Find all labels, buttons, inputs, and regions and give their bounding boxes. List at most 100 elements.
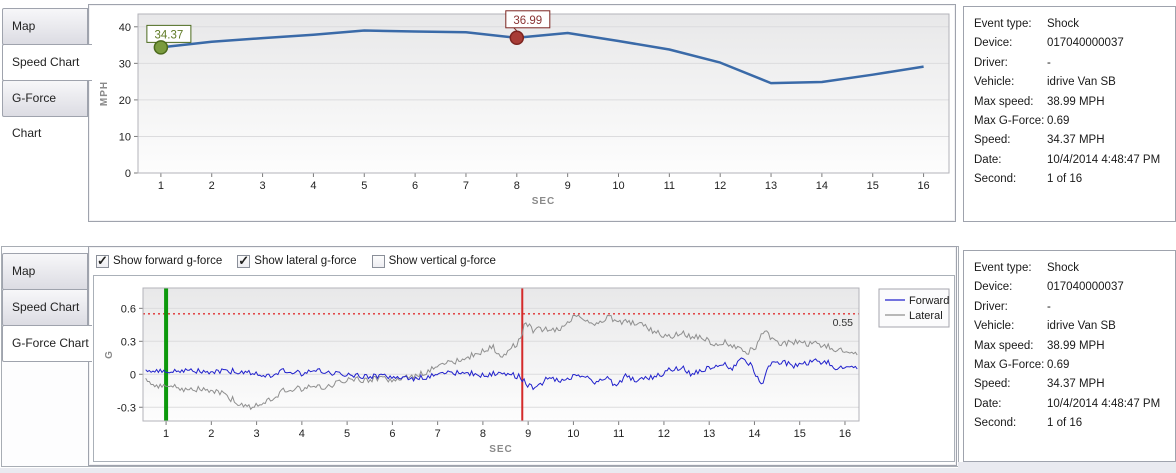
x-tick-label: 15 [794,428,806,440]
info-label: Second: [974,417,1017,430]
tab-speed-chart[interactable]: Speed Chart [2,289,88,326]
legend-box [878,288,950,328]
y-tick-label: 30 [119,58,131,70]
info-value: 0.69 [1047,358,1070,371]
y-axis-label: G [104,350,115,359]
info-value: 10/4/2014 4:48:47 PM [1047,397,1161,410]
y-tick-label: 20 [119,95,131,107]
info-value: - [1047,300,1051,313]
info-label: Max speed: [974,95,1034,108]
annotation-label: 34.37 [154,29,183,41]
speed-chart-panel: 0 10 20 30 40 1 2 3 4 5 6 7 8 9 10 11 12 13 14 15 16 SEC MPH 34… [88,4,956,222]
info-value: 10/4/2014 4:48:47 PM [1047,153,1161,166]
x-tick-label: 13 [765,180,777,192]
x-tick-label: 15 [867,180,879,192]
plot-area[interactable] [138,14,949,173]
gforce-chart[interactable]: 0.55-0.300.30.61 2 3 4 5 6 7 8 9 10 11 12 13 14 15 16SE… [94,276,954,461]
plot-area[interactable] [143,288,859,421]
checkbox-show-forward-g-force[interactable]: Show forward g-force [96,253,223,269]
event-info-panel-top: Event type: Shock Device: 017040000037 Drive… [963,6,1176,222]
x-axis-label: SEC [532,196,556,207]
checked-checkbox-icon[interactable] [237,253,251,269]
info-row: Device: 017040000037 [964,278,1175,297]
background-fill [958,462,1176,473]
tab-speed-chart[interactable]: Speed Chart [2,44,92,81]
info-row: Vehicle: idrive Van SB [964,73,1175,92]
y-tick-label: 10 [119,131,131,143]
info-label: Driver: [974,300,1008,313]
tab-map[interactable]: Map [2,8,88,45]
legend-entry: Forward [909,295,949,307]
gforce-checkbox-row: Show forward g-force Show lateral g-force… [96,252,511,270]
tab-g-force-chart[interactable]: G-Force Chart [2,80,88,140]
y-tick-label: 0 [130,369,136,381]
info-row: Vehicle: idrive Van SB [964,317,1175,336]
info-label: Max speed: [974,339,1034,352]
checked-checkbox-icon[interactable] [96,253,109,269]
bottom-tab-column: Map Speed Chart G-Force Chart [2,253,92,362]
x-tick-label: 11 [613,428,624,440]
x-tick-label: 7 [435,428,441,440]
info-label: Event type: [974,18,1032,30]
gforce-chart-box: 0.55 -0.3 0 0.3 0.6 1 2 3 4 5 6 7 8 9 10 11 12 13 14 15 16 SE… [93,275,955,462]
x-tick-label: 9 [525,428,531,440]
info-row: Second: 1 of 16 [964,170,1175,189]
info-label: Date: [974,153,1002,166]
x-tick-label: 7 [463,180,469,192]
checkbox-show-lateral-g-force[interactable]: Show lateral g-force [237,253,357,269]
info-value: 38.99 MPH [1047,339,1105,352]
speed-line [160,29,924,85]
x-tick-label: 1 [158,180,164,192]
x-tick-label: 16 [839,428,851,440]
info-row: Event type: Shock [964,15,1175,34]
checkbox-label: Show lateral g-force [254,255,357,267]
info-value: idrive Van SB [1047,76,1116,89]
info-row: Driver: - [964,54,1175,73]
info-row: Device: 017040000037 [964,34,1175,53]
info-value: 017040000037 [1047,281,1124,294]
info-label: Speed: [974,378,1011,391]
checkbox-label: Show forward g-force [113,255,223,267]
current-second-marker[interactable] [153,40,169,55]
y-tick-label: -0.3 [117,402,136,414]
info-value: 34.37 MPH [1047,134,1105,147]
info-label: Second: [974,173,1017,186]
plot-border [142,287,860,422]
x-tick-label: 6 [389,428,395,440]
info-label: Driver: [974,56,1008,69]
x-tick-label: 1 [163,428,169,440]
tab-g-force-chart[interactable]: G-Force Chart [2,325,92,362]
info-row: Max G-Force: 0.69 [964,356,1175,375]
info-value: 0.69 [1047,114,1070,127]
info-value: 017040000037 [1047,37,1124,50]
unchecked-checkbox-icon[interactable] [371,254,385,268]
lateral-gforce-line [145,314,858,411]
x-tick-label: 8 [514,180,520,192]
x-tick-label: 5 [361,180,367,192]
x-tick-label: 10 [612,180,624,192]
checkbox-show-vertical-g-force[interactable]: Show vertical g-force [371,254,496,268]
x-tick-label: 3 [254,428,260,440]
annotation-box [505,10,551,29]
info-label: Event type: [974,262,1032,274]
annotation-label: 36.99 [513,15,542,27]
info-value: Shock [1047,18,1079,30]
checkbox-label: Show vertical g-force [388,255,496,267]
x-tick-label: 2 [209,180,215,192]
background-fill [0,468,1176,473]
x-tick-label: 3 [260,180,266,192]
tab-map[interactable]: Map [2,253,88,290]
x-tick-label: 4 [299,428,305,440]
x-axis-label: SEC [489,444,513,455]
shock-event-marker[interactable] [509,30,525,46]
info-value: - [1047,56,1051,69]
x-tick-label: 2 [208,428,214,440]
y-tick-label: 40 [119,22,131,34]
info-label: Speed: [974,134,1011,147]
info-row: Max speed: 38.99 MPH [964,93,1175,112]
x-tick-label: 10 [567,428,579,440]
info-label: Max G-Force: [974,114,1045,127]
info-row: Max G-Force: 0.69 [964,112,1175,131]
y-tick-label: 0.6 [121,303,136,315]
